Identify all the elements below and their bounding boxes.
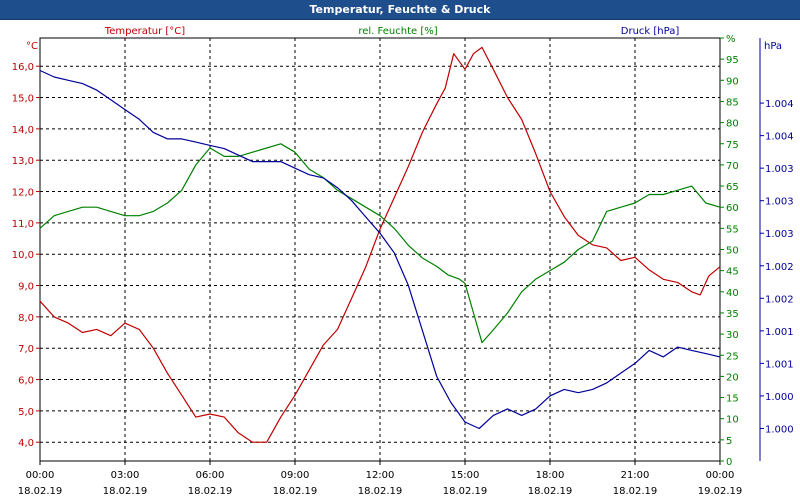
- y-right1-tick-label: 10: [726, 415, 739, 426]
- y-right2-tick-label: 1.000: [765, 392, 794, 403]
- x-tick-date: 18.02.19: [528, 486, 573, 497]
- y-right2-tick-label: 1.003: [765, 197, 794, 208]
- y-right1-tick-label: 45: [726, 267, 739, 278]
- x-tick-date: 18.02.19: [18, 486, 63, 497]
- y-right1-tick-label: 65: [726, 182, 739, 193]
- y-left-tick-label: 9,0: [18, 282, 34, 293]
- y-left-tick-label: 12,0: [12, 188, 34, 199]
- x-tick-date: 18.02.19: [443, 486, 488, 497]
- y-right1-tick-label: 35: [726, 309, 739, 320]
- legend-pressure: Druck [hPa]: [621, 26, 680, 37]
- x-tick-time: 21:00: [621, 470, 650, 481]
- y-right2-tick-label: 1.001: [765, 327, 794, 338]
- y-right1-tick-label: 55: [726, 224, 739, 235]
- y-right1-tick-label: 70: [726, 161, 739, 172]
- y-right1-tick-label: 40: [726, 288, 739, 299]
- y-left-tick-label: 15,0: [12, 94, 34, 105]
- x-tick-date: 18.02.19: [273, 486, 318, 497]
- y-right2-tick-label: 1.001: [765, 359, 794, 370]
- x-tick-time: 06:00: [196, 470, 225, 481]
- y-right1-tick-label: %: [726, 34, 736, 45]
- humidity-line: [39, 143, 721, 344]
- legend-temperature: Temperatur [°C]: [104, 26, 185, 37]
- axes-group: 00:00 18.02.19 03:00 18.02.19 06:00 18.02.19 0…: [12, 34, 794, 497]
- y-left-tick-label: 6,0: [18, 376, 34, 387]
- x-tick-time: 00:00: [26, 470, 55, 481]
- x-tick-time: 12:00: [366, 470, 395, 481]
- y-right2-tick-label: 1.002: [765, 294, 794, 305]
- legend: Temperatur [°C] rel. Feuchte [%] Druck [hP…: [104, 26, 680, 37]
- y-left-tick-label: 10,0: [12, 250, 34, 261]
- y-left-tick-label: 5,0: [18, 407, 34, 418]
- y-right1-tick-label: 20: [726, 372, 739, 383]
- y-left-tick-label: 14,0: [12, 125, 34, 136]
- y-left-tick-label: 13,0: [12, 156, 34, 167]
- y-right1-tick-label: 85: [726, 97, 739, 108]
- y-right1-tick-label: 90: [726, 76, 739, 87]
- y-right1-tick-label: 25: [726, 351, 739, 362]
- x-tick-date: 19.02.19: [698, 486, 743, 497]
- y-right1-tick-label: 50: [726, 246, 739, 257]
- x-tick-time: 09:00: [281, 470, 310, 481]
- y-right1-tick-label: 95: [726, 55, 739, 66]
- y-left-tick-label: 4,0: [18, 438, 34, 449]
- y-left-tick-label: 7,0: [18, 344, 34, 355]
- x-tick-time: 03:00: [111, 470, 140, 481]
- y-right2-unit: hPa: [764, 41, 782, 52]
- y-right2-tick-label: 1.002: [765, 262, 794, 273]
- y-right2-tick-label: 1.004: [765, 132, 794, 143]
- series-group: [39, 46, 721, 443]
- chart-title: Temperatur, Feuchte & Druck: [309, 3, 491, 16]
- legend-humidity: rel. Feuchte [%]: [358, 26, 437, 37]
- y-right1-tick-label: 15: [726, 394, 739, 405]
- x-tick-time: 15:00: [451, 470, 480, 481]
- y-left-tick-label: 8,0: [18, 313, 34, 324]
- y-right1-tick-label: 5: [726, 436, 732, 447]
- x-tick-date: 18.02.19: [613, 486, 658, 497]
- y-left-tick-label: 11,0: [12, 219, 34, 230]
- x-tick-date: 18.02.19: [103, 486, 148, 497]
- y-right2-tick-label: 1.003: [765, 229, 794, 240]
- x-tick-date: 18.02.19: [358, 486, 403, 497]
- y-right1-tick-label: 75: [726, 140, 739, 151]
- y-right2-tick-label: 1.003: [765, 164, 794, 175]
- y-left-unit: °C: [26, 41, 38, 52]
- chart-titlebar: Temperatur, Feuchte & Druck: [0, 0, 800, 20]
- y-right1-tick-label: 60: [726, 203, 739, 214]
- x-tick-time: 18:00: [536, 470, 565, 481]
- y-right1-tick-label: 30: [726, 330, 739, 341]
- temperature-line: [39, 46, 721, 443]
- y-right2-tick-label: 1.004: [765, 99, 794, 110]
- y-right1-tick-label: 0: [726, 457, 732, 468]
- y-right1-tick-label: 80: [726, 119, 739, 130]
- pressure-line: [39, 69, 721, 430]
- x-tick-time: 00:00: [706, 470, 735, 481]
- y-right2-tick-label: 1.000: [765, 424, 794, 435]
- y-left-tick-label: 16,0: [12, 62, 34, 73]
- x-tick-date: 18.02.19: [188, 486, 233, 497]
- grid: [40, 38, 720, 461]
